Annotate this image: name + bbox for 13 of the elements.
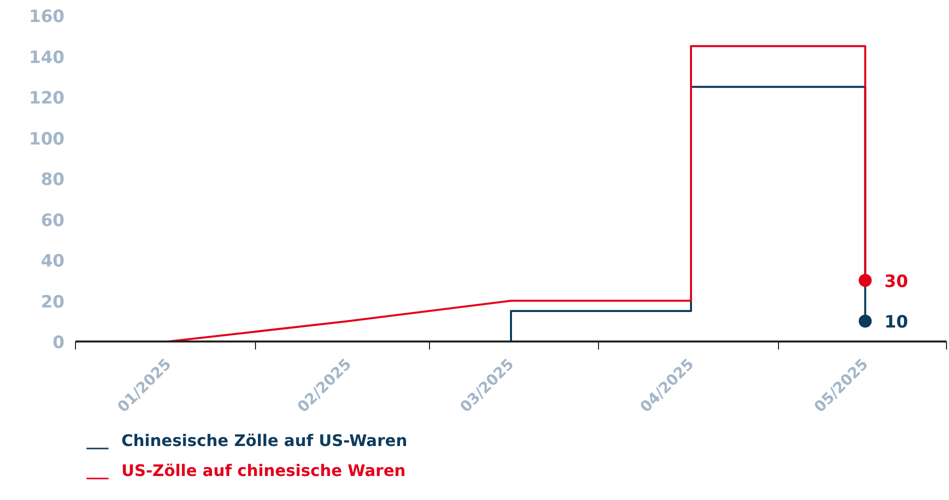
data-label: 10: [884, 312, 908, 333]
legend-label: Chinesische Zölle auf US-Waren: [121, 431, 408, 450]
y-tick-label: 20: [40, 292, 65, 312]
y-tick-label: 100: [29, 129, 65, 150]
y-tick-label: 120: [29, 88, 65, 108]
y-tick-label: 40: [40, 252, 65, 272]
y-tick-label: 80: [40, 170, 65, 190]
y-tick-label: 160: [29, 7, 65, 27]
data-label: 30: [884, 272, 908, 292]
y-tick-label: 0: [52, 333, 65, 353]
y-tick-label: 140: [29, 48, 65, 68]
y-tick-label: 60: [40, 210, 65, 231]
legend-label: US-Zölle auf chinesische Waren: [121, 461, 406, 480]
